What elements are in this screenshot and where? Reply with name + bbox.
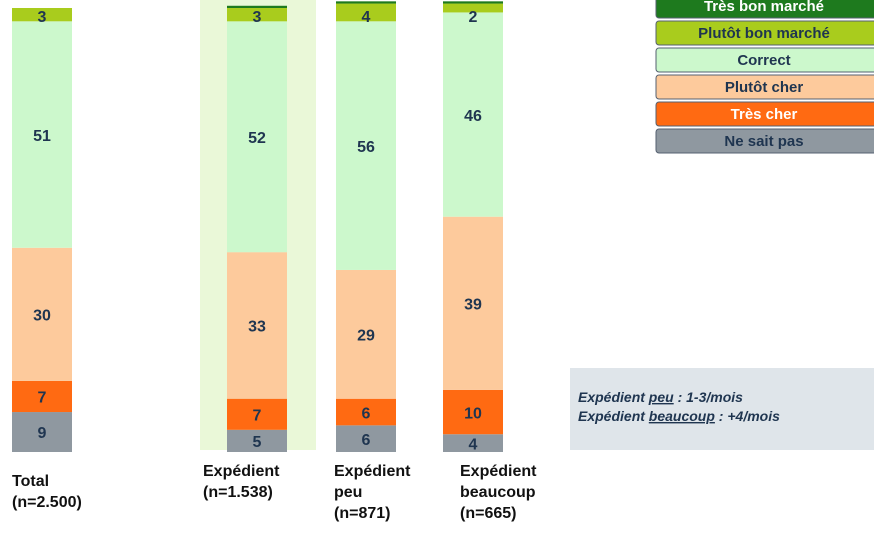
data-label: 33 bbox=[248, 319, 266, 336]
legend-swatch bbox=[655, 47, 874, 73]
note-part: Expédient bbox=[578, 408, 649, 424]
legend-swatch bbox=[655, 0, 874, 19]
data-label: 39 bbox=[464, 296, 482, 313]
bar-segment bbox=[443, 434, 503, 452]
legend-swatch bbox=[655, 20, 874, 46]
data-label: 6 bbox=[362, 432, 371, 449]
legend-label: Très bon marché bbox=[704, 0, 824, 15]
x-tick-label: Expédient bbox=[203, 463, 280, 480]
note-part: : 1-3/mois bbox=[674, 389, 743, 405]
x-tick-label: (n=1.538) bbox=[203, 484, 273, 501]
data-label: 10 bbox=[464, 405, 482, 422]
bar-segment bbox=[12, 380, 72, 413]
bar-segment bbox=[12, 21, 72, 248]
note-part: beaucoup bbox=[649, 408, 716, 424]
legend-label: Ne sait pas bbox=[724, 133, 803, 150]
data-label: 4 bbox=[469, 436, 478, 453]
legend-swatch bbox=[655, 101, 874, 127]
bar-segment bbox=[227, 398, 287, 430]
bar-segment bbox=[12, 247, 72, 381]
bar-segment bbox=[336, 3, 396, 22]
bar-segment bbox=[443, 389, 503, 435]
note-box bbox=[570, 368, 874, 450]
bar-segment bbox=[336, 21, 396, 270]
x-tick-label: peu bbox=[334, 484, 362, 501]
note-part: : +4/mois bbox=[715, 408, 780, 424]
bar-segment bbox=[443, 3, 503, 13]
bar-segment bbox=[443, 12, 503, 217]
bar-segment bbox=[12, 8, 72, 22]
x-tick-label: beaucoup bbox=[460, 484, 536, 501]
note: Expédient beaucoup : +4/mois bbox=[578, 408, 780, 424]
bar-segment bbox=[336, 425, 396, 452]
bar-segment bbox=[227, 8, 287, 22]
data-label: 7 bbox=[38, 390, 47, 407]
data-label: 9 bbox=[38, 425, 47, 442]
x-tick-label: Expédient bbox=[334, 463, 411, 480]
x-tick-label: Total bbox=[12, 473, 49, 490]
data-label: 4 bbox=[362, 9, 371, 26]
data-label: 52 bbox=[248, 130, 266, 147]
x-tick-label: (n=871) bbox=[334, 505, 390, 522]
bar-segment bbox=[227, 21, 287, 253]
data-label: 29 bbox=[357, 328, 375, 345]
bar-segment bbox=[227, 252, 287, 399]
note-part: peu bbox=[648, 389, 674, 405]
bar-segment bbox=[227, 5, 287, 8]
data-label: 3 bbox=[253, 9, 262, 26]
bar-segment bbox=[227, 429, 287, 452]
legend-label: Plutôt bon marché bbox=[698, 25, 830, 42]
bar-segment bbox=[336, 398, 396, 426]
data-label: 56 bbox=[357, 139, 375, 156]
data-label: 51 bbox=[33, 128, 51, 145]
data-label: 46 bbox=[464, 108, 482, 125]
data-label: 7 bbox=[253, 407, 262, 424]
x-tick-label: (n=2.500) bbox=[12, 494, 82, 511]
legend-swatch bbox=[655, 128, 874, 154]
bar-segment bbox=[443, 216, 503, 390]
legend-label: Plutôt cher bbox=[725, 79, 804, 96]
legend-label: Correct bbox=[737, 52, 790, 69]
data-label: 30 bbox=[33, 308, 51, 325]
data-label: 6 bbox=[362, 405, 371, 422]
bar-segment bbox=[443, 1, 503, 4]
note: Expédient peu : 1-3/mois bbox=[578, 389, 743, 405]
legend-swatch bbox=[655, 74, 874, 100]
legend-label: Très cher bbox=[731, 106, 798, 123]
bar-segment bbox=[336, 1, 396, 4]
data-label: 3 bbox=[38, 9, 47, 26]
bar-segment bbox=[12, 412, 72, 452]
x-tick-label: (n=665) bbox=[460, 505, 516, 522]
data-label: 5 bbox=[253, 434, 262, 451]
x-tick-label: Expédient bbox=[460, 463, 537, 480]
data-label: 2 bbox=[469, 9, 478, 26]
bar-segment bbox=[336, 269, 396, 399]
note-part: Expédient bbox=[578, 389, 649, 405]
